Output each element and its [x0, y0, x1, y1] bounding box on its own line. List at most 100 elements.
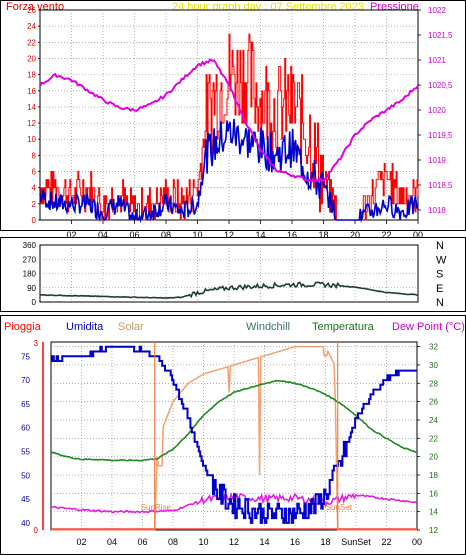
pressure-tick: 1019,5 — [428, 131, 453, 140]
time-tick: 02 — [66, 230, 76, 240]
sun-markers: SunRise SunSet — [141, 342, 353, 530]
pressure-tick: 1022 — [428, 6, 446, 15]
direction-degree-tick: 0 — [32, 298, 37, 307]
wind-speed-tick: 12 — [27, 119, 36, 128]
legend-solar: Solar — [118, 321, 144, 333]
legend-umidita: Umidita — [66, 321, 104, 333]
sunrise-label: SunRise — [141, 503, 172, 512]
direction-degrees-axis: 0 90 180 270 360 — [23, 241, 37, 307]
pressure-axis: 1018 1018,5 1019 1019,5 1020 1020,5 1021 1021,5… — [418, 6, 453, 215]
pressure-tick: 1021,5 — [428, 31, 453, 40]
time-tick: 08 — [168, 537, 178, 547]
humidity-tick: 70 — [21, 376, 30, 385]
time-tick: 00 — [413, 230, 423, 240]
humidity-tick: 60 — [21, 424, 30, 433]
wind-speed-tick: 22 — [27, 38, 36, 47]
pressure-tick: 1018 — [428, 206, 446, 215]
direction-degree-tick: 360 — [23, 241, 37, 250]
compass-label: E — [436, 283, 443, 295]
pressure-tick: 1020 — [428, 106, 446, 115]
pressure-tick: 1018,5 — [428, 181, 453, 190]
compass-label: N — [436, 240, 444, 252]
time-tick: 18 — [320, 537, 330, 547]
direction-degree-tick: 270 — [23, 255, 37, 264]
time-tick: 10 — [198, 537, 208, 547]
time-tick: 12 — [229, 537, 239, 547]
temperature-tick: 20 — [429, 453, 438, 462]
series-pressure — [39, 58, 419, 183]
wind-speed-tick: 10 — [27, 135, 36, 144]
weather-time-axis: 02 04 06 08 10 12 14 16 18 SunSet 22 00 — [76, 537, 422, 547]
wind-time-axis: 02 04 06 08 10 12 14 16 18 20 22 00 — [66, 220, 423, 240]
temperature-tick: 30 — [429, 361, 438, 370]
time-tick: 22 — [381, 230, 391, 240]
time-tick: 12 — [224, 230, 234, 240]
time-tick: 10 — [192, 230, 202, 240]
wind-speed-tick: 2 — [32, 200, 37, 209]
legend-dewpoint: Dew Point (°C) — [392, 321, 465, 333]
humidity-tick: 55 — [21, 447, 30, 456]
wind-speed-tick: 4 — [32, 184, 37, 193]
temperature-tick: 16 — [429, 489, 438, 498]
rain-tick: 0 — [34, 526, 39, 535]
legend-windchill: Windchill — [246, 321, 290, 333]
pressure-tick: 1019 — [428, 156, 446, 165]
time-tick: 08 — [161, 230, 171, 240]
time-tick: 06 — [137, 537, 147, 547]
humidity-tick: 50 — [21, 471, 30, 480]
compass-label: N — [436, 297, 444, 309]
weather-series — [50, 345, 418, 531]
time-tick: SunSet — [341, 537, 371, 547]
time-tick: 16 — [290, 537, 300, 547]
temperature-tick: 22 — [429, 434, 438, 443]
time-tick: 14 — [259, 537, 269, 547]
humidity-tick: 40 — [21, 519, 30, 528]
wind-speed-tick: 18 — [27, 71, 36, 80]
wind-speed-tick: 8 — [32, 151, 37, 160]
temperature-tick: 28 — [429, 379, 438, 388]
sunset-label: SunSet — [326, 503, 353, 512]
wind-speed-tick: 6 — [32, 168, 37, 177]
legend-temperatura: Temperatura — [312, 321, 375, 333]
wind-speed-tick: 24 — [27, 22, 36, 31]
temperature-tick: 26 — [429, 398, 438, 407]
wind-speed-tick: 14 — [27, 103, 36, 112]
temperature-tick: 18 — [429, 471, 438, 480]
time-tick: 18 — [318, 230, 328, 240]
time-tick: 06 — [129, 230, 139, 240]
pressure-tick: 1021 — [428, 56, 446, 65]
direction-series — [39, 281, 419, 300]
weather-legend: Pioggia Umidita Solar Windchill Temperat… — [4, 321, 465, 333]
series-solar — [51, 345, 417, 531]
series-humidity — [51, 345, 417, 524]
time-tick: 16 — [287, 230, 297, 240]
compass-label: W — [436, 254, 447, 266]
temperature-tick: 32 — [429, 343, 438, 352]
humidity-tick: 45 — [21, 495, 30, 504]
rain-tick: 3 — [34, 339, 39, 348]
direction-degree-tick: 90 — [27, 284, 36, 293]
wind-speed-tick: 0 — [32, 216, 37, 225]
temperature-tick: 12 — [429, 526, 438, 535]
temperature-axis: 12 14 16 18 20 22 24 26 28 30 32 — [417, 343, 438, 535]
pressure-tick: 1020,5 — [428, 81, 453, 90]
time-tick: 22 — [381, 537, 391, 547]
compass-label: S — [436, 269, 443, 281]
temperature-tick: 14 — [429, 508, 438, 517]
legend-pioggia: Pioggia — [4, 321, 42, 333]
wind-speed-tick: 20 — [27, 54, 36, 63]
time-tick: 14 — [255, 230, 265, 240]
direction-degree-tick: 180 — [23, 270, 37, 279]
rain-axis: 30 — [34, 339, 44, 535]
time-tick: 02 — [76, 537, 86, 547]
humidity-tick: 65 — [21, 400, 30, 409]
humidity-tick: 75 — [21, 352, 30, 361]
time-tick: 04 — [107, 537, 117, 547]
time-tick: 20 — [350, 230, 360, 240]
